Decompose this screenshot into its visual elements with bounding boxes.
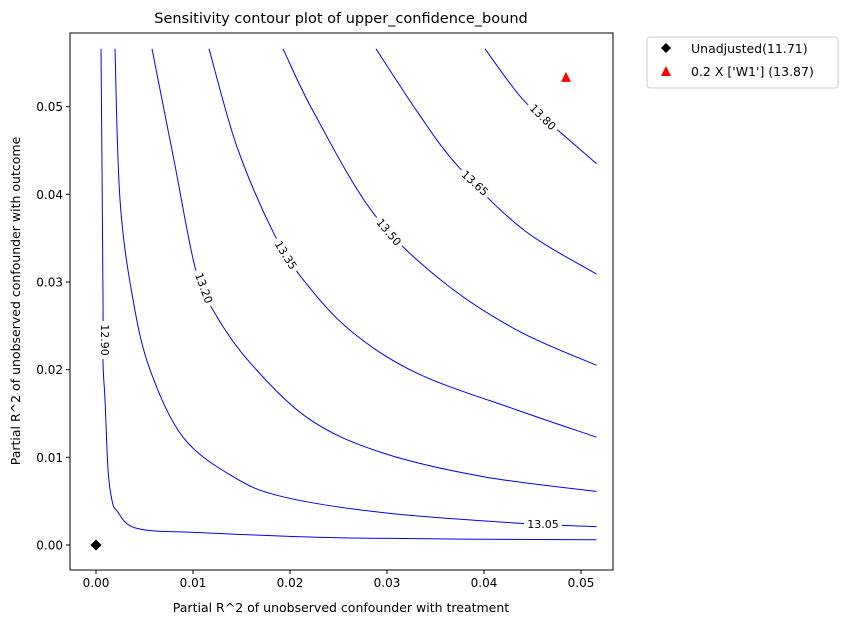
contour-label-group: 13.05 [524,517,562,531]
legend-diamond-icon [661,43,671,53]
contour-label-group: 13.50 [371,212,407,252]
adjusted-point-marker [560,71,571,82]
contour-label: 13.65 [459,168,491,199]
contour-label-bg [98,321,112,359]
y-tick-label: 0.02 [36,363,63,377]
y-axis-label: Partial R^2 of unobserved confounder wit… [8,136,23,465]
contour-label: 13.35 [272,238,300,272]
contour-line-13-65 [375,48,597,275]
x-tick-label: 0.02 [277,576,304,590]
unadjusted-point-marker [90,539,102,551]
legend: Unadjusted(11.71) 0.2 X ['W1'] (13.87) [646,36,839,89]
contour-label: 13.80 [527,102,558,133]
y-tick-label: 0.00 [36,539,63,553]
x-tick-label: 0.03 [374,576,401,590]
x-axis-label: Partial R^2 of unobserved confounder wit… [173,600,510,615]
contour-line-12-90 [100,48,597,541]
legend-box [646,36,839,89]
chart-title: Sensitivity contour plot of upper_confid… [154,11,527,27]
x-tick-label: 0.04 [471,576,498,590]
legend-label-adjusted: 0.2 X ['W1'] (13.87) [691,64,814,79]
plot-area: 12.90 13.05 13.20 13.35 13.50 13.65 13.80 [90,48,597,551]
contour-line-13-50 [282,48,597,366]
contour-label-group: 13.20 [190,267,218,309]
legend-label-unadjusted: Unadjusted(11.71) [691,41,808,56]
contour-line-13-35 [208,48,597,438]
contour-label-bg [524,98,562,136]
contour-label: 13.20 [192,271,215,305]
contour-label-bg [456,165,494,201]
y-tick-label: 0.04 [36,188,63,202]
contour-label-bg [190,267,218,309]
y-tick-label: 0.03 [36,275,63,289]
contour-label-bg [269,235,303,275]
contour-line-13-05 [114,48,597,528]
y-tick-label: 0.01 [36,451,63,465]
contour-label-bg [524,517,562,531]
contour-line-13-20 [151,48,597,492]
contour-label-group: 13.80 [524,98,562,136]
x-tick-label: 0.00 [83,576,110,590]
y-tick-label: 0.05 [36,100,63,114]
axis-ticks: 0.00 0.01 0.02 0.03 0.04 0.05 0.00 0.01 0.02 0.03… [36,100,594,590]
contour-label-group: 13.65 [456,165,494,201]
contour-label-bg [371,212,407,252]
legend-triangle-icon [661,66,671,76]
axes-frame [69,32,614,571]
x-tick-label: 0.01 [180,576,207,590]
x-tick-label: 0.05 [568,576,595,590]
contour-label-group: 13.35 [269,235,303,275]
contour-label: 13.50 [374,216,404,248]
contour-label: 13.05 [527,518,559,531]
contour-label-group: 12.90 [98,321,112,359]
contour-label: 12.90 [98,324,111,356]
